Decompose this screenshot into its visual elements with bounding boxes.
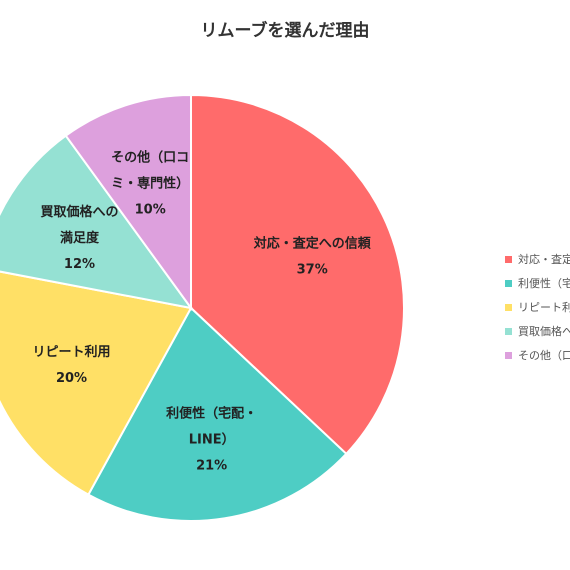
slice-percent-label: 12% — [64, 257, 95, 272]
slice-name-label: リピート利用 — [33, 344, 111, 360]
legend: 対応・査定への信頼利便性（宅配・LINE） リピート利用買取価格への満足度その他（… — [505, 252, 570, 362]
pie-slice — [0, 270, 193, 497]
legend-swatch — [505, 280, 512, 287]
pie-slice — [64, 93, 192, 312]
slice-percent-label: 21% — [196, 458, 227, 473]
slice-name-label: 対応・査定への信頼 — [253, 236, 372, 252]
slice-name-label: ミ・専門性） — [111, 175, 189, 191]
pie-slices — [0, 93, 405, 522]
legend-entry: 対応・査定への信頼 — [518, 252, 570, 266]
slice-percent-label: 10% — [135, 202, 166, 217]
slice-name-label: 買取価格への — [40, 204, 118, 220]
chart-title: リムーブを選んだ理由 — [201, 20, 370, 41]
slice-percent-label: 37% — [297, 263, 328, 278]
legend-entry: その他（口コミ・専門性） — [518, 348, 570, 362]
legend-swatch — [505, 256, 512, 263]
pie-slice — [190, 93, 405, 456]
pie-slice — [0, 134, 194, 310]
slice-percent-label: 20% — [56, 371, 87, 386]
legend-entry: 利便性（宅配・LINE） — [518, 276, 570, 290]
legend-entry: リピート利用 — [518, 301, 570, 314]
slice-name-label: 満足度 — [60, 230, 100, 246]
pie-labels: 対応・査定への信頼 37% 利便性（宅配・ LINE） 21% リピート利用 20% 買取価格… — [33, 149, 372, 473]
slice-name-label: LINE） — [189, 431, 235, 447]
legend-swatch — [505, 304, 512, 311]
legend-swatch — [505, 352, 512, 359]
pie-slice — [87, 306, 348, 522]
slice-name-label: その他（口コ — [111, 149, 189, 165]
legend-swatch — [505, 328, 512, 335]
slice-name-label: 利便性（宅配・ — [166, 405, 257, 421]
